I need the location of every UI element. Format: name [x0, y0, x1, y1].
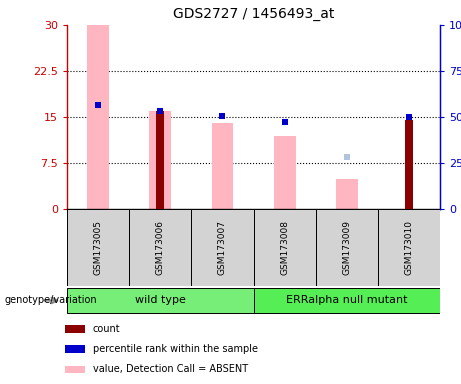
Bar	[65, 325, 85, 333]
Bar	[274, 136, 296, 209]
Bar	[212, 123, 233, 209]
Text: GSM173006: GSM173006	[156, 220, 165, 275]
Bar	[67, 209, 129, 286]
Bar	[316, 209, 378, 286]
Bar	[254, 288, 440, 313]
Text: GSM173005: GSM173005	[94, 220, 102, 275]
Bar	[149, 111, 171, 209]
Bar	[156, 111, 164, 209]
Text: ERRalpha null mutant: ERRalpha null mutant	[286, 295, 408, 305]
Bar	[378, 209, 440, 286]
Bar	[191, 209, 254, 286]
Text: percentile rank within the sample: percentile rank within the sample	[93, 344, 258, 354]
Bar	[65, 366, 85, 373]
Bar	[65, 345, 85, 353]
Title: GDS2727 / 1456493_at: GDS2727 / 1456493_at	[173, 7, 334, 21]
Bar	[336, 179, 358, 209]
Text: GSM173009: GSM173009	[343, 220, 351, 275]
Text: genotype/variation: genotype/variation	[5, 295, 97, 306]
Text: value, Detection Call = ABSENT: value, Detection Call = ABSENT	[93, 364, 248, 374]
Text: wild type: wild type	[135, 295, 186, 305]
Bar	[254, 209, 316, 286]
Bar	[129, 209, 191, 286]
Text: GSM173010: GSM173010	[405, 220, 414, 275]
Bar	[405, 120, 413, 209]
Bar	[87, 25, 109, 209]
Text: GSM173008: GSM173008	[280, 220, 289, 275]
Text: count: count	[93, 324, 120, 334]
Bar	[67, 288, 254, 313]
Text: GSM173007: GSM173007	[218, 220, 227, 275]
